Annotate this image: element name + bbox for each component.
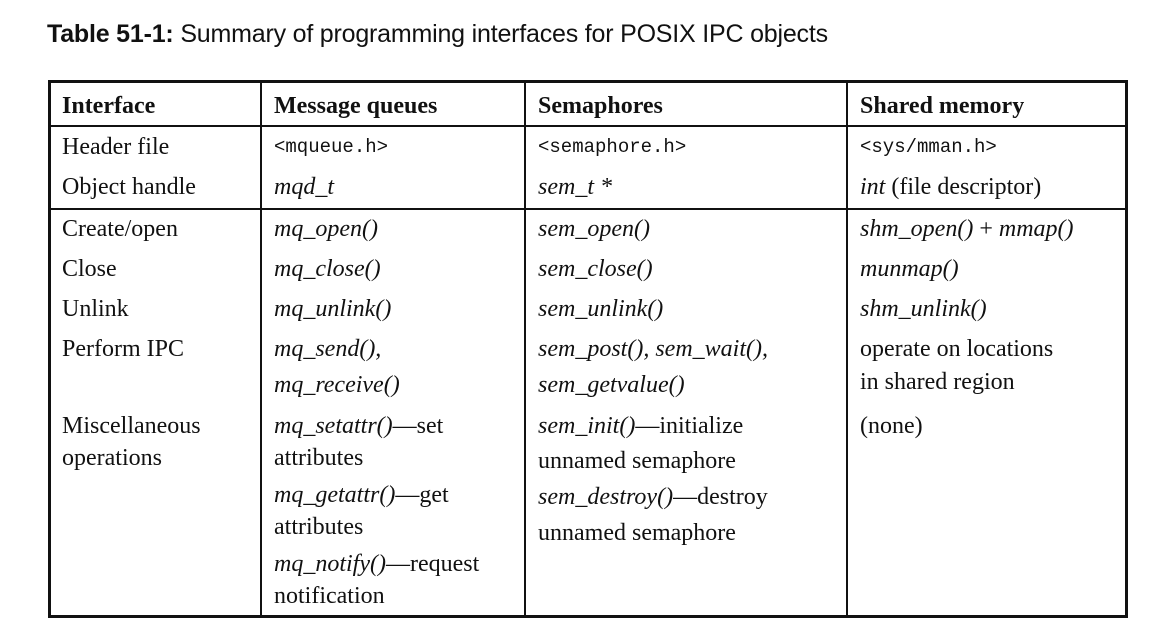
sem-post-wait: sem_post(), sem_wait(), [538,333,768,365]
column-divider [524,83,526,615]
sem-close: sem_close() [538,256,653,282]
table-caption: Table 51-1: Summary of programming inter… [47,20,828,49]
mq-close: mq_close() [274,256,381,282]
sem-destroy-desc: —destroy [673,484,768,510]
mq-send: mq_send(), [274,336,382,362]
shm-perform-ipc-line-2: in shared region [860,369,1015,395]
sem-getvalue: sem_getvalue() [538,372,685,398]
column-divider [260,83,262,615]
mq-getattr-desc-2: attributes [274,514,364,540]
mq-setattr-desc: —set [392,413,444,439]
column-divider [846,83,848,615]
mq-setattr-desc-2: attributes [274,445,364,471]
sem-destroy: sem_destroy()—destroy [538,481,768,513]
mq-receive: mq_receive() [274,372,400,398]
row-label-misc-line-1: Miscellaneous [62,413,201,439]
mq-getattr-fn: mq_getattr() [274,482,396,508]
sem-init: sem_init()—initialize [538,410,743,442]
sem-post: sem_post(), [538,336,650,362]
section-divider [51,208,1125,210]
mq-notify-desc: —request [385,551,480,577]
mmap-fn: mmap() [998,216,1074,242]
sem-wait: sem_wait(), [655,336,768,362]
shm-object-handle: int (file descriptor) [860,171,1041,203]
mq-notify-desc-2: notification [274,583,385,609]
shm-unlink: shm_unlink() [860,296,987,322]
row-label-misc-line-2: operations [62,445,162,471]
shm-close: munmap() [860,256,959,282]
caption-text: Summary of programming interfaces for PO… [180,20,828,48]
mq-setattr: mq_setattr()—set [274,410,443,442]
sem-unlink: sem_unlink() [538,296,664,322]
sem-init-fn: sem_init() [538,413,636,439]
shm-perform-ipc-line-1: operate on locations [860,336,1054,362]
shm-misc: (none) [860,413,923,439]
row-label-object-handle: Object handle [62,174,196,200]
sem-init-desc: —initialize [635,413,744,439]
row-label-header-file: Header file [62,134,170,160]
header-divider [51,125,1125,127]
mq-getattr: mq_getattr()—get [274,479,449,511]
row-label-create-open: Create/open [62,216,178,242]
posix-ipc-table: Interface Message queues Semaphores Shar… [48,80,1128,618]
header-shared-memory: Shared memory [860,93,1025,119]
mq-unlink: mq_unlink() [274,296,392,322]
shm-open-fn: shm_open() [860,216,974,242]
header-interface: Interface [62,93,156,119]
sem-object-handle: sem_t * [538,174,612,200]
row-label-unlink: Unlink [62,296,129,322]
mq-object-handle: mqd_t [274,174,334,200]
shm-handle-note: (file descriptor) [891,174,1042,200]
shm-create-open: shm_open() + mmap() [860,213,1074,245]
header-message-queues: Message queues [274,93,438,119]
sem-destroy-fn: sem_destroy() [538,484,674,510]
sem-header-file: <semaphore.h> [538,136,687,158]
mq-setattr-fn: mq_setattr() [274,413,393,439]
mq-notify: mq_notify()—request [274,548,479,580]
shm-header-file: <sys/mman.h> [860,136,997,158]
plus-sign: + [979,216,993,242]
shm-handle-type: int [860,174,886,200]
caption-label: Table 51-1: [47,20,174,48]
sem-init-desc-2: unnamed semaphore [538,448,736,474]
mq-header-file: <mqueue.h> [274,136,389,158]
mq-create-open: mq_open() [274,216,378,242]
header-semaphores: Semaphores [538,93,663,119]
sem-create-open: sem_open() [538,216,650,242]
row-label-close: Close [62,256,117,282]
mq-getattr-desc: —get [395,482,449,508]
mq-notify-fn: mq_notify() [274,551,386,577]
row-label-perform-ipc: Perform IPC [62,336,184,362]
sem-destroy-desc-2: unnamed semaphore [538,520,736,546]
